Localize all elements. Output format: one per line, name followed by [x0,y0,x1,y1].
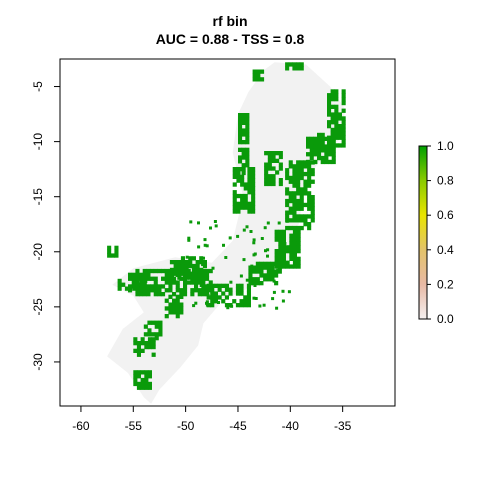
presence-region-13 [117,278,148,291]
colorbar-tick-label: 0.4 [437,243,454,257]
colorbar-tick-label: 1.0 [437,139,454,153]
colorbar-tick-label: 0.0 [437,312,454,326]
y-axis: -5 -10 -15 -20 -25 -30 [31,81,61,371]
y-tick-label: -5 [31,81,45,92]
y-tick-label: -25 [31,298,45,316]
colorbar-legend: 0.0 0.2 0.4 0.6 0.8 1.0 [418,139,454,326]
presence-region-1 [252,69,265,82]
presence-region-3 [327,89,346,148]
y-tick-label: -15 [31,188,45,206]
presence-region-15 [133,337,156,357]
x-tick-label: -45 [229,419,247,433]
y-tick-label: -10 [31,133,45,151]
presence-region-16 [143,320,163,341]
x-tick-label: -40 [282,419,300,433]
colorbar-tick-label: 0.6 [437,208,454,222]
colorbar-tick-label: 0.8 [437,174,454,188]
x-tick-label: -60 [72,419,90,433]
presence-region-7 [248,261,282,286]
chart-title: rf bin [213,13,248,29]
x-axis: -60 -55 -50 -45 -40 -35 [72,405,352,433]
chart-subtitle: AUC = 0.88 - TSS = 0.8 [156,31,305,47]
presence-region-8 [238,113,250,176]
presence-region-12 [169,256,207,280]
colorbar-tick-label: 0.2 [437,277,454,291]
presence-region-5 [285,160,315,231]
presence-region-18 [164,294,184,319]
presence-region-14 [206,283,251,308]
raster-map [107,62,346,404]
x-tick-label: -55 [125,419,143,433]
absence-area [107,62,345,404]
presence-region-19 [107,245,119,258]
presence-region-17 [133,370,152,390]
presence-region-4 [306,132,336,165]
y-tick-label: -20 [31,243,45,261]
presence-region-10 [264,151,283,187]
presence-region-2 [285,62,304,71]
presence-region-9 [232,167,256,214]
x-tick-label: -50 [177,419,195,433]
presence-specks [185,219,291,310]
y-tick-label: -30 [31,353,45,371]
colorbar-gradient [418,145,428,320]
x-tick-label: -35 [334,419,352,433]
